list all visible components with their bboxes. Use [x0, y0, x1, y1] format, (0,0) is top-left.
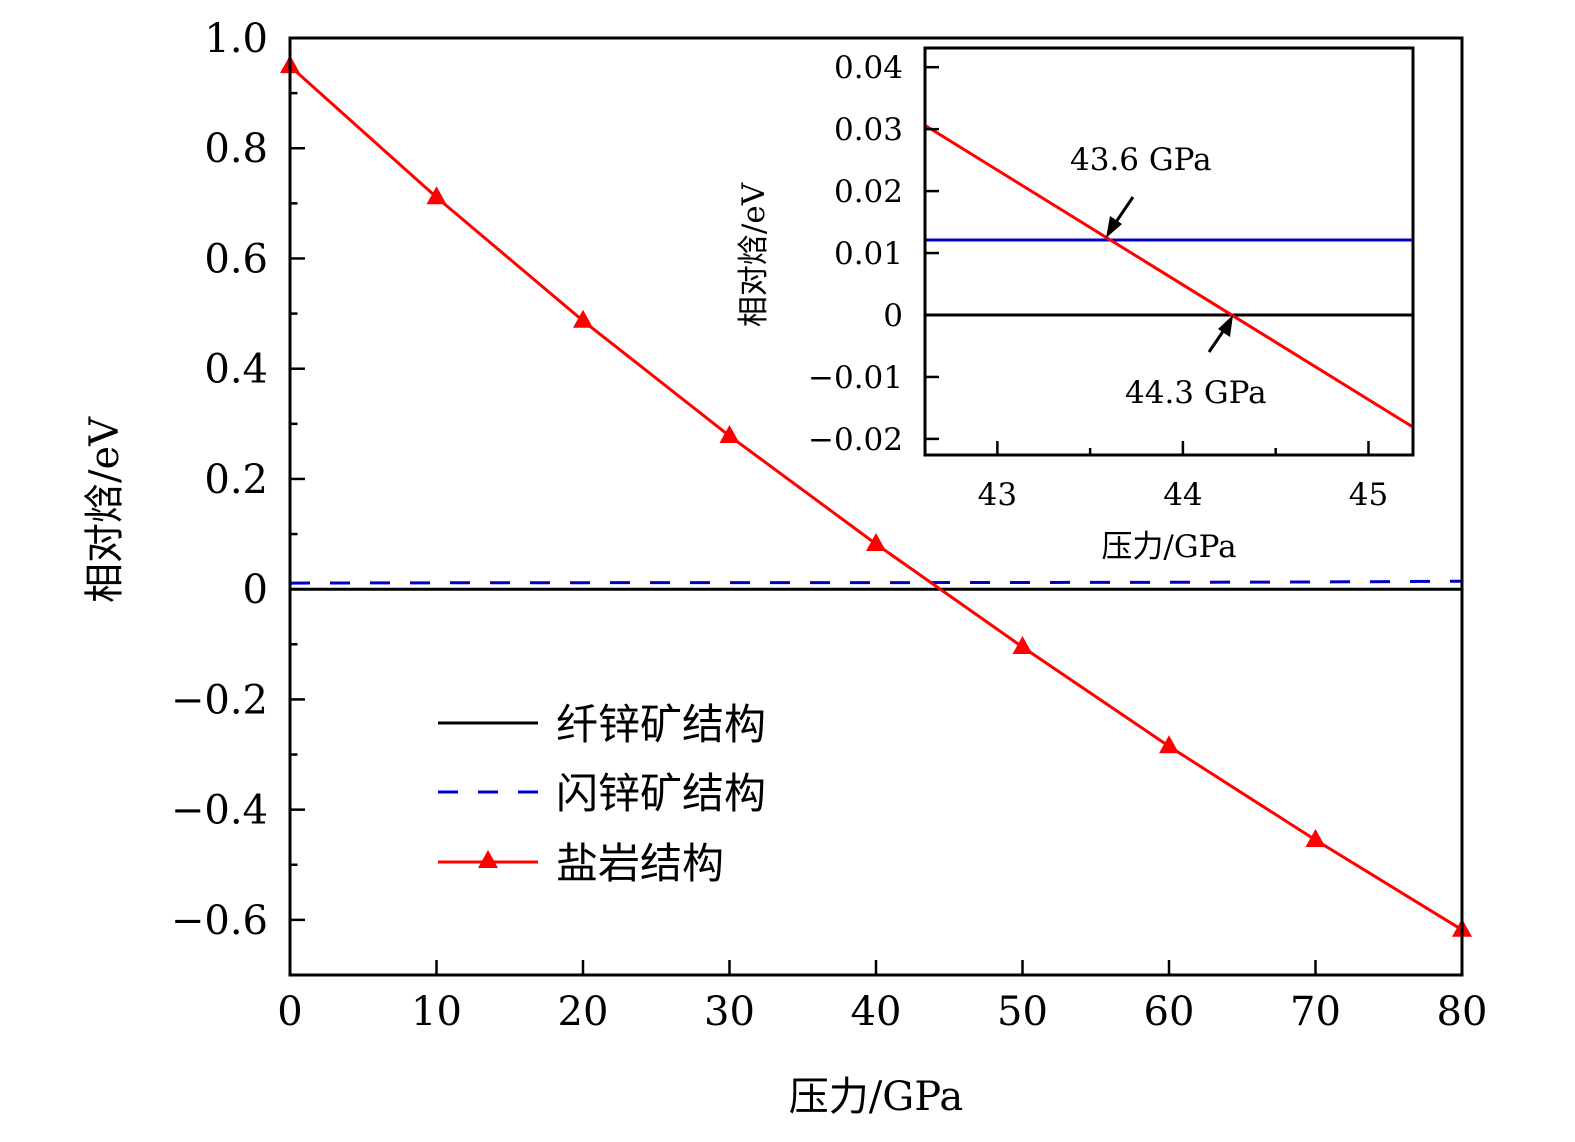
inset-y-tick-label: 0	[883, 298, 903, 334]
main-x-tick-label: 30	[704, 989, 755, 1035]
inset-y-tick-label: −0.02	[808, 422, 903, 458]
inset-plot	[925, 124, 1413, 429]
main-data-point	[719, 424, 740, 443]
main-x-tick-label: 40	[851, 989, 902, 1035]
main-x-axis-title: 压力/GPa	[789, 1074, 963, 1120]
legend-label-zincblende: 闪锌矿结构	[556, 769, 766, 818]
inset-background	[925, 48, 1413, 455]
annotation-43-6-gpa: 43.6 GPa	[1070, 142, 1212, 178]
inset-y-tick-label: 0.02	[834, 174, 903, 210]
main-x-tick-label: 70	[1290, 989, 1341, 1035]
main-y-tick-label: 0.2	[204, 457, 268, 503]
main-data-point	[1305, 828, 1326, 847]
main-data-point	[866, 532, 886, 551]
main-y-tick-label: 0.8	[204, 126, 268, 172]
main-series-2-line	[290, 579, 1462, 585]
inset-x-tick-label: 43	[978, 477, 1017, 513]
legend-label-wurtzite: 纤锌矿结构	[556, 700, 766, 749]
inset-y-axis-title: 相对焓/eV	[736, 182, 772, 327]
inset-plot-frame	[923, 46, 1415, 457]
inset-x-tick-label: 44	[1163, 477, 1202, 513]
main-x-tick-label: 20	[558, 989, 609, 1035]
main-y-tick-label: 0	[243, 567, 268, 613]
inset-x-tick-label: 45	[1349, 477, 1388, 513]
arrow-icon	[1207, 315, 1233, 353]
main-x-tick-label: 50	[997, 989, 1048, 1035]
main-axes: 0 10 20 30 40 50 60 70 80 1.0 0.8 0.6 0.4 0.2 0 −0.2 −0.…	[171, 16, 1488, 1035]
main-y-tick-label: −0.6	[171, 898, 268, 944]
main-y-tick-label: −0.4	[171, 788, 268, 834]
inset-y-tick-label: 0.03	[834, 112, 903, 148]
inset-y-tick-label: −0.01	[808, 360, 903, 396]
main-y-tick-label: 1.0	[204, 16, 268, 62]
main-y-tick-label: 0.6	[204, 236, 268, 282]
inset-annotations: 43.6 GPa 44.3 GPa	[1070, 142, 1267, 411]
main-x-tick-label: 10	[411, 989, 462, 1035]
inset-axes: 43 44 45 0.04 0.03 0.02 0.01 0 −0.01 −0.02	[808, 46, 1415, 513]
inset-y-tick-label: 0.01	[834, 236, 903, 272]
main-plot	[280, 55, 1472, 937]
legend: 纤锌矿结构 闪锌矿结构 盐岩结构	[438, 700, 766, 888]
inset-series-3-line	[925, 124, 1413, 429]
main-y-tick-label: 0.4	[204, 347, 268, 393]
inset-x-axis-title: 压力/GPa	[1101, 529, 1236, 565]
main-y-axis-title: 相对焓/eV	[82, 416, 128, 603]
inset-y-tick-label: 0.04	[834, 50, 903, 86]
main-x-tick-label: 0	[277, 989, 302, 1035]
main-data-point	[426, 186, 447, 205]
main-y-tick-label: −0.2	[171, 677, 268, 723]
legend-label-rocksalt: 盐岩结构	[556, 839, 724, 888]
main-x-tick-label: 60	[1144, 989, 1195, 1035]
main-data-point	[1012, 636, 1033, 655]
annotation-44-3-gpa: 44.3 GPa	[1125, 375, 1267, 411]
main-data-point	[573, 309, 593, 328]
main-data-point	[1159, 735, 1179, 754]
main-x-tick-label: 80	[1437, 989, 1488, 1035]
arrow-icon	[1106, 196, 1135, 238]
legend-marker-rocksalt	[478, 850, 498, 868]
